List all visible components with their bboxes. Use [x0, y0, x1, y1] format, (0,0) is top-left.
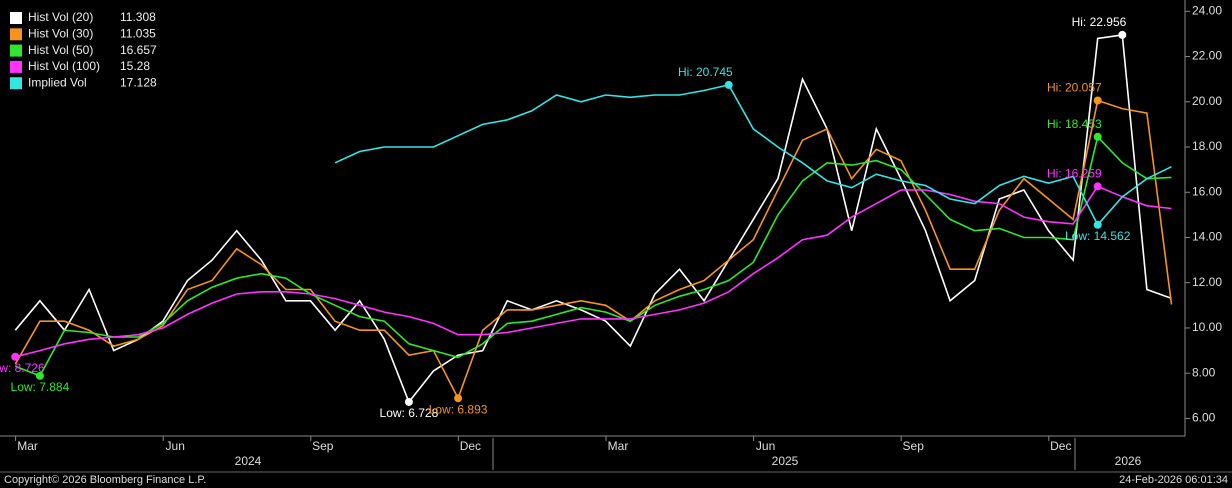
legend-value: 16.657 — [120, 43, 157, 57]
legend-swatch — [10, 44, 22, 57]
x-group-label: 2024 — [235, 454, 262, 468]
x-tick-label: Jun — [166, 439, 185, 453]
extreme-label: Low: 14.562 — [1065, 229, 1131, 243]
series-line — [14, 99, 1173, 401]
extreme-label: Hi: 16.259 — [1047, 167, 1102, 181]
y-tick-label: 14.00 — [1192, 230, 1222, 244]
y-tick-label: 12.00 — [1192, 275, 1222, 289]
y-tick-label: 24.00 — [1192, 3, 1222, 17]
series-line — [14, 33, 1172, 404]
legend-value: 17.128 — [120, 75, 157, 89]
series-line — [15, 185, 1172, 358]
legend-label: Implied Vol — [28, 75, 87, 89]
extreme-marker — [1093, 132, 1102, 141]
copyright: Copyright© 2026 Bloomberg Finance L.P. — [4, 474, 206, 486]
legend-swatch — [10, 60, 22, 73]
legend-label: Hist Vol (30) — [28, 26, 93, 40]
series-line — [15, 135, 1172, 377]
legend-label: Hist Vol (100) — [28, 59, 100, 73]
y-tick-label: 8.00 — [1192, 365, 1216, 379]
legend-value: 15.28 — [120, 59, 150, 73]
x-tick-label: Mar — [17, 439, 38, 453]
extreme-marker — [11, 352, 20, 361]
extreme-label: Low: 7.884 — [11, 380, 70, 394]
x-group-label: 2026 — [1115, 454, 1142, 468]
x-group-label: 2025 — [772, 454, 799, 468]
x-tick-label: Mar — [608, 439, 629, 453]
x-tick-label: Sep — [903, 439, 925, 453]
y-tick-label: 22.00 — [1192, 49, 1222, 63]
extreme-label: Hi: 20.057 — [1047, 81, 1102, 95]
x-tick-label: Sep — [312, 439, 334, 453]
extreme-label: Hi: 22.956 — [1072, 15, 1127, 29]
legend-swatch — [10, 28, 22, 41]
extreme-label: Low: 6.893 — [429, 402, 488, 416]
legend-label: Hist Vol (50) — [28, 43, 93, 57]
legend-value: 11.035 — [120, 26, 156, 40]
extreme-label: Hi: 18.453 — [1047, 117, 1102, 131]
y-tick-label: 18.00 — [1192, 139, 1222, 153]
x-tick-label: Dec — [1050, 439, 1071, 453]
y-tick-label: 16.00 — [1192, 184, 1222, 198]
x-tick-label: Jun — [756, 439, 775, 453]
legend-value: 11.308 — [120, 10, 156, 24]
extreme-marker — [1093, 182, 1102, 191]
extreme-marker — [454, 394, 463, 403]
timestamp: 24-Feb-2026 06:01:34 — [1119, 474, 1228, 486]
extreme-label: Low: 8.726 — [0, 361, 45, 375]
extreme-marker — [1093, 220, 1102, 229]
extreme-marker — [404, 397, 413, 406]
extreme-marker — [1093, 96, 1102, 105]
y-tick-label: 10.00 — [1192, 320, 1222, 334]
extreme-marker — [35, 371, 44, 380]
y-tick-label: 20.00 — [1192, 94, 1222, 108]
extreme-marker — [1118, 30, 1127, 39]
extreme-label: Low: 6.728 — [380, 406, 439, 420]
y-tick-label: 6.00 — [1192, 411, 1216, 425]
extreme-marker — [724, 80, 733, 89]
legend-swatch — [10, 12, 22, 24]
extreme-label: Hi: 20.745 — [678, 65, 733, 79]
x-tick-label: Dec — [460, 439, 481, 453]
legend-label: Hist Vol (20) — [28, 10, 93, 24]
legend-swatch — [10, 77, 22, 90]
series-line — [334, 83, 1172, 227]
